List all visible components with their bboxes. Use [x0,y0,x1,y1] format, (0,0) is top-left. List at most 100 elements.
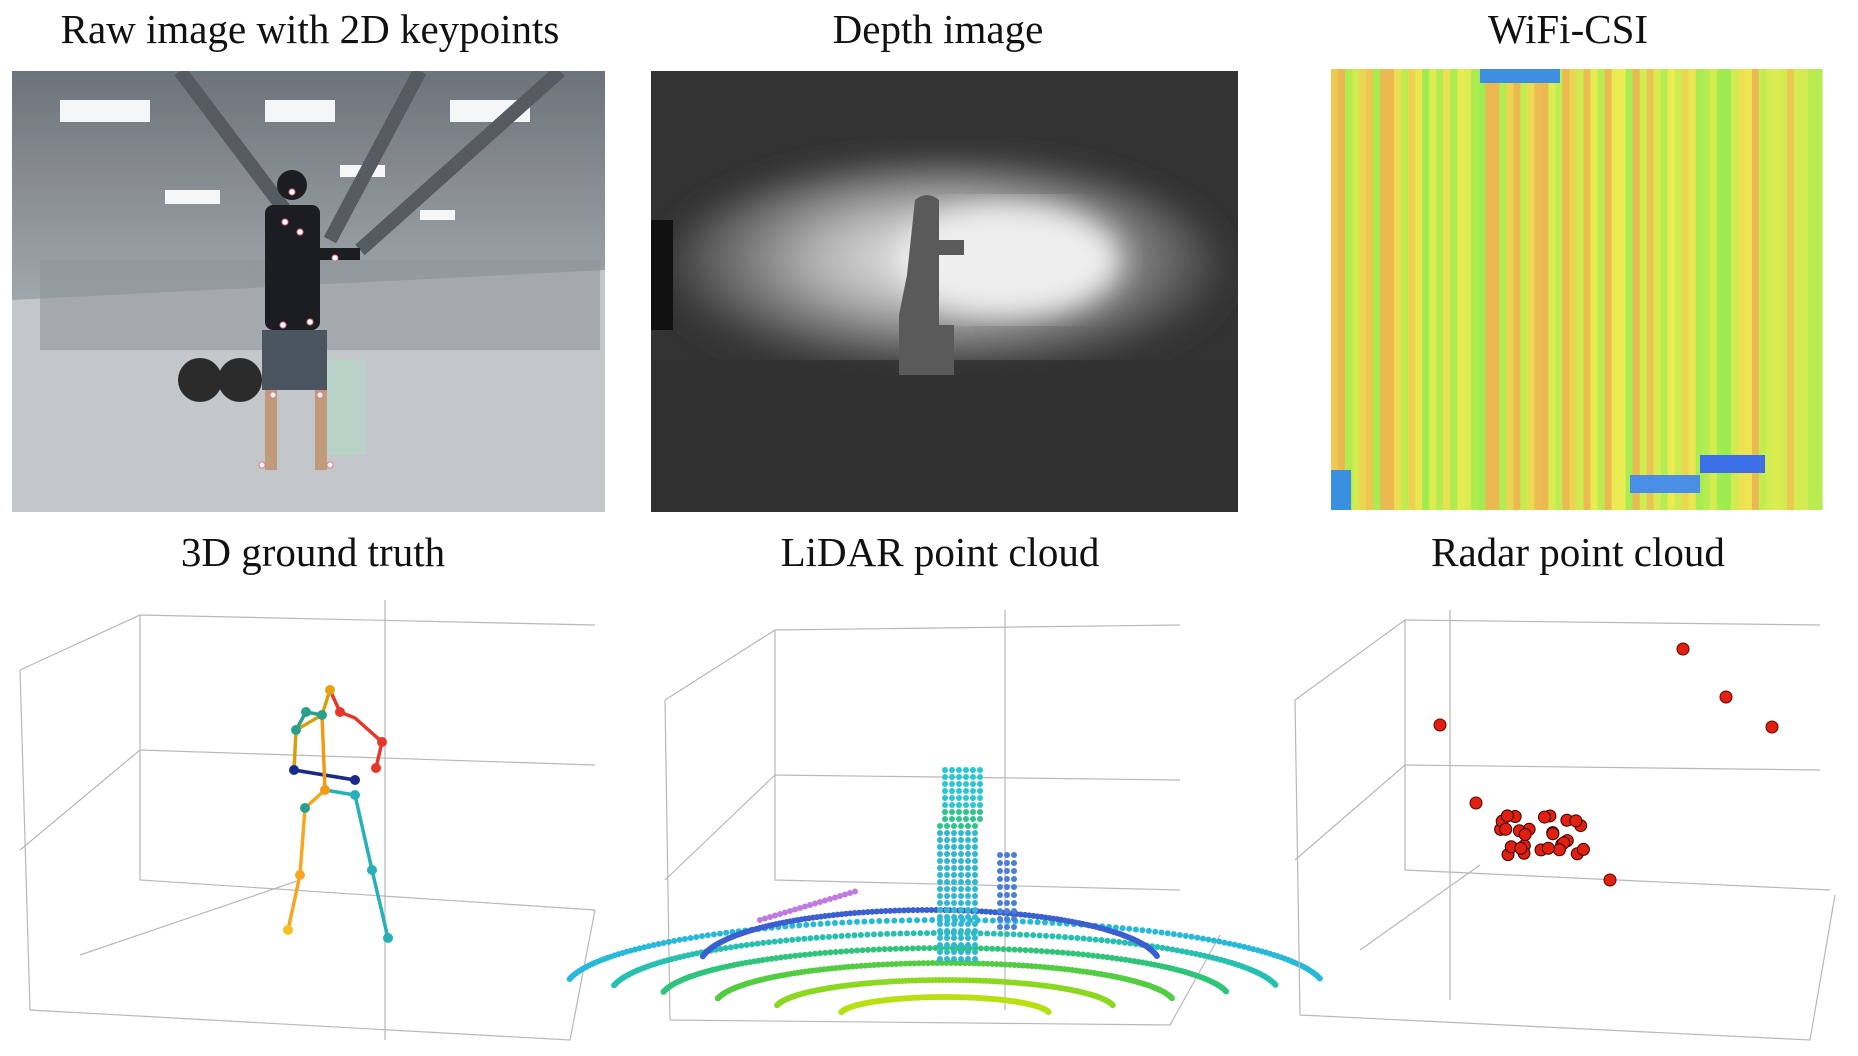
lidar-point [972,935,978,941]
joint [301,707,311,717]
lidar-point [789,922,796,929]
lidar-point [997,892,1003,898]
csi-column [1688,69,1697,510]
csi-column [1373,69,1381,510]
lidar-point [754,940,761,947]
lidar-point [998,961,1005,968]
lidar-point [768,955,775,962]
lidar-point [965,837,971,843]
lidar-point [942,795,948,801]
lidar-point [1004,892,1010,898]
lidar-point [997,852,1003,858]
lidar-point [956,795,962,801]
lidar-point [764,956,771,963]
lidar-point [832,933,839,940]
csi-column [1681,69,1690,510]
lidar-point [972,907,978,913]
joint [325,685,335,695]
lidar-point [845,932,852,939]
lidar-point [970,809,976,815]
lidar-point [869,908,876,915]
lidar-point [997,860,1003,866]
radar-point [1500,809,1514,823]
csi-column [1653,69,1662,510]
csi-column [1471,69,1479,510]
radar-point [1546,827,1560,841]
lidar-point [965,956,971,962]
lidar-point [902,960,909,967]
lidar-point [977,788,983,794]
lidar-point [951,949,957,955]
lidar-point [917,930,924,937]
lidar-point [958,949,964,955]
lidar-point [1034,919,1041,926]
lidar-point [1061,934,1068,941]
lidar-point [1011,908,1017,914]
lidar-point [1110,938,1117,945]
lidar-point [977,774,983,780]
lidar-point [951,921,957,927]
lidar-point [972,900,978,906]
csi-column [1583,69,1592,510]
csi-column [1737,69,1746,510]
csi-column [1618,69,1627,510]
lidar-point [851,932,858,939]
csi-column [1814,69,1823,510]
lidar-point [676,936,683,943]
lidar-point [795,936,802,943]
lidar-point [1164,930,1171,937]
lidar-point [1113,955,1120,962]
lidar-point [827,949,834,956]
lidar-point [972,949,978,955]
lidar-point [1118,956,1125,963]
lidar-point [1011,884,1017,890]
csi-column [1464,69,1472,510]
lidar-point [1068,934,1075,941]
lidar-point [951,956,957,962]
lidar-point [1004,908,1010,914]
lidar-point [963,816,969,822]
lidar-point [1011,961,1018,968]
lidar-point [949,802,955,808]
lidar-point [1116,939,1123,946]
lidar-point [965,928,971,934]
lidar-point [1168,995,1175,1002]
lidar-point [777,938,784,945]
lidar-point [887,945,894,952]
lidar-point [1104,937,1111,944]
radar-point [1552,843,1566,857]
radar-point [1537,810,1551,824]
radar-point [1514,841,1528,855]
lidar-point [951,886,957,892]
lidar-point [1092,936,1099,943]
lidar-point [983,945,990,952]
lidar-point [861,918,868,925]
lidar-point [1038,948,1045,955]
lidar-point [972,893,978,899]
lidar-point [1154,944,1161,951]
lidar-point [944,900,950,906]
lidar-point [944,942,950,948]
lidar-point [970,802,976,808]
csi-column [1359,69,1367,510]
lidar-point [888,961,895,968]
lidar-point [681,935,688,942]
lidar-point [831,919,838,926]
lidar-point [951,865,957,871]
lidar-point [1006,961,1013,968]
lidar-point [819,934,826,941]
lidar-point [972,914,978,920]
lidar-point [987,908,994,915]
csi-band [1700,455,1765,473]
lidar-point [857,931,864,938]
lidar-point [1236,942,1243,949]
lidar-point [1011,860,1017,866]
lidar-point [864,909,871,916]
lidar-point [958,865,964,871]
lidar-point [1164,945,1171,952]
csi-column [1597,69,1606,510]
lidar-point [1010,931,1017,938]
lidar-point [989,945,996,952]
lidar-point [772,912,778,919]
lidar-point [765,939,772,946]
